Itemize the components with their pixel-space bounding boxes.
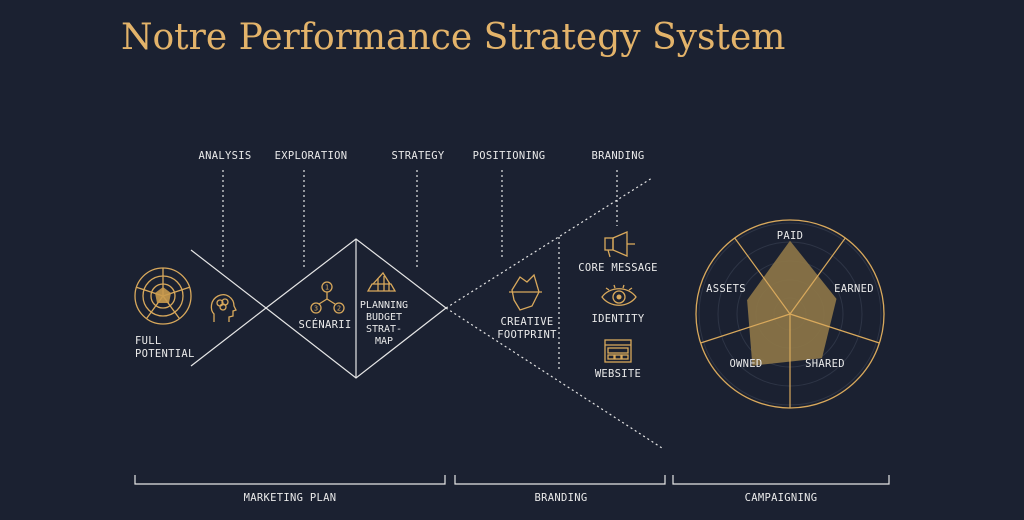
section-branding: BRANDING (535, 492, 588, 504)
eye-icon (601, 284, 637, 306)
phase-label-analysis: ANALYSIS (199, 150, 252, 162)
head-brain-icon (210, 294, 237, 322)
strategy-line-map: MAP (375, 336, 393, 347)
branding-funnel (445, 177, 663, 449)
phase-label-strategy: STRATEGY (392, 150, 445, 162)
radar-outer-ring (695, 219, 885, 409)
section-brackets (134, 475, 890, 485)
scenario-number-3: 3 (314, 305, 318, 313)
phase-connectors (222, 170, 618, 268)
section-marketing-plan: MARKETING PLAN (244, 492, 337, 504)
radar-label-paid: PAID (777, 230, 804, 242)
phase-label-positioning: POSITIONING (473, 150, 546, 162)
website-icon (604, 339, 632, 363)
strategy-line-strat: STRAT- (366, 324, 402, 335)
strategy-line-budget: BUDGET (366, 312, 402, 323)
radar-spokes (700, 237, 880, 408)
radar-spoke (700, 313, 791, 344)
campaign-radar (695, 219, 885, 409)
radar-spoke (789, 313, 880, 344)
scenario-number-1: 1 (325, 284, 329, 292)
creative-footprint-line2: FOOTPRINT (497, 329, 557, 341)
full-potential-line1: FULL (135, 335, 162, 347)
radar-label-shared: SHARED (805, 358, 845, 370)
radar-target-icon (134, 267, 192, 325)
core-message-label: CORE MESSAGE (578, 262, 657, 274)
strategy-map-icon (366, 271, 397, 292)
phase-label-exploration: EXPLORATION (275, 150, 348, 162)
identity-label: IDENTITY (592, 313, 645, 325)
creative-footprint-line1: CREATIVE (501, 316, 554, 328)
scenario-tree-icon: 1 2 3 (310, 281, 345, 314)
strategy-diamond (265, 238, 447, 379)
radar-label-assets: ASSETS (706, 283, 746, 295)
iceberg-icon (509, 273, 542, 311)
section-campaigning: CAMPAIGNING (745, 492, 818, 504)
scenarii-label: SCÉNARII (299, 318, 352, 331)
scenario-number-2: 2 (337, 305, 341, 313)
radar-value-shape (747, 240, 837, 366)
radar-spoke (789, 237, 846, 315)
strategy-line-planning: PLANNING (360, 300, 408, 311)
megaphone-icon (604, 231, 635, 258)
phase-label-branding: BRANDING (592, 150, 645, 162)
left-converge-lines (190, 249, 267, 367)
radar-label-owned: OWNED (729, 358, 762, 370)
full-potential-line2: POTENTIAL (135, 348, 195, 360)
page-title: Notre Performance Strategy System (121, 17, 785, 58)
radar-spoke (734, 237, 791, 315)
website-label: WEBSITE (595, 368, 641, 380)
radar-label-earned: EARNED (834, 283, 874, 295)
